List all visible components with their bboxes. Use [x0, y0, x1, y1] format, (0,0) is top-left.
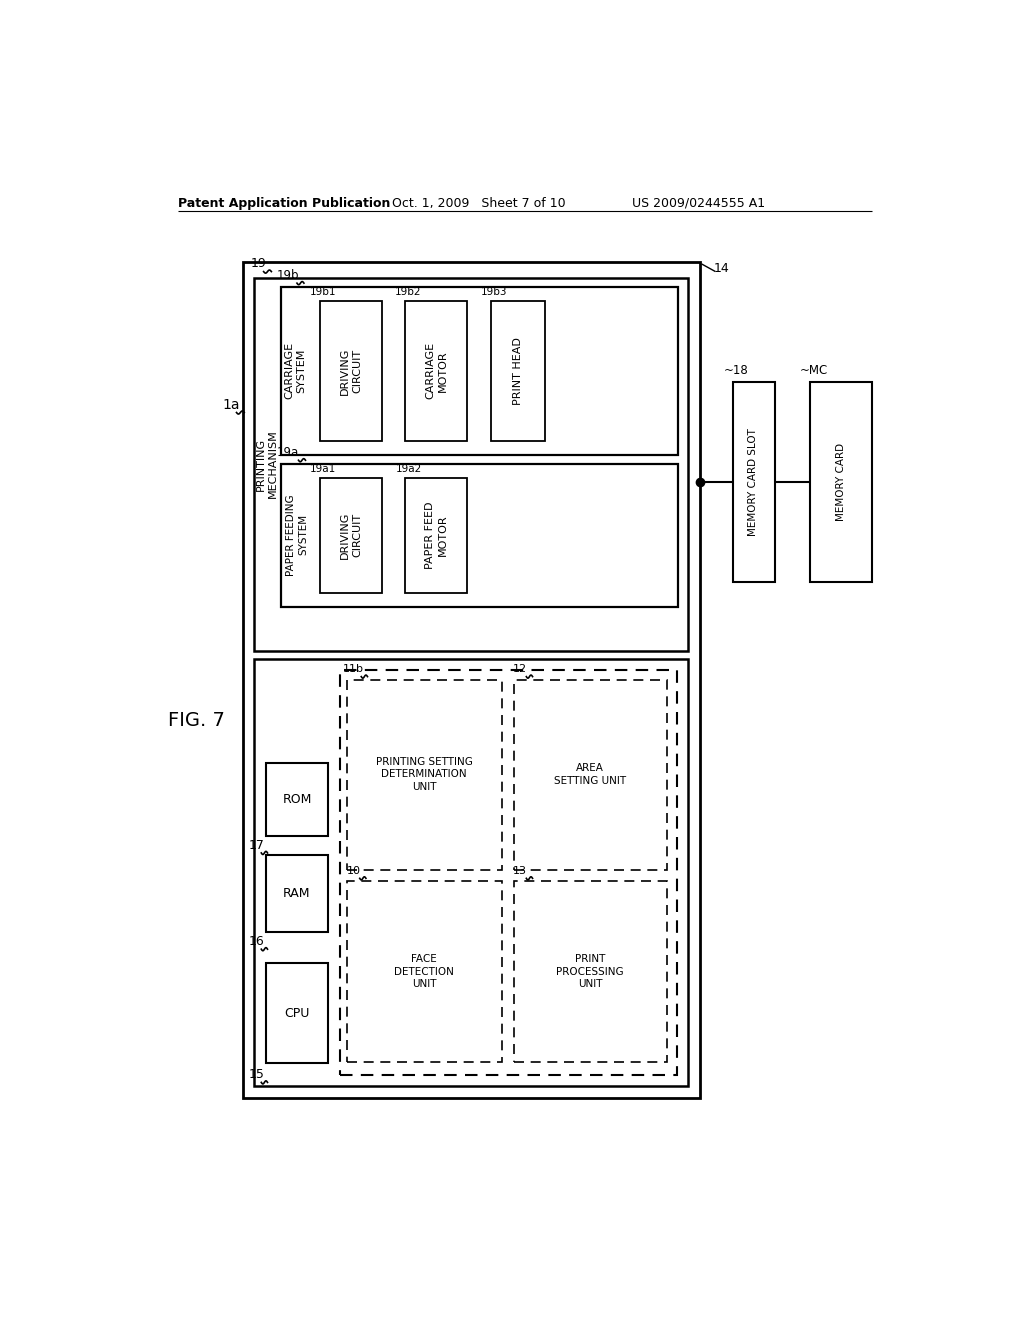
Text: 19b3: 19b3	[480, 286, 507, 297]
Text: Oct. 1, 2009   Sheet 7 of 10: Oct. 1, 2009 Sheet 7 of 10	[391, 197, 565, 210]
Bar	[282, 465, 678, 607]
Text: PAPER FEED
MOTOR: PAPER FEED MOTOR	[425, 502, 447, 569]
Text: DRIVING
CIRCUIT: DRIVING CIRCUIT	[340, 511, 362, 558]
Text: 19b2: 19b2	[395, 286, 422, 297]
Text: CARRIAGE
SYSTEM: CARRIAGE SYSTEM	[285, 342, 306, 400]
Text: 13: 13	[513, 866, 527, 875]
Text: 19a: 19a	[276, 446, 299, 459]
Text: 19: 19	[250, 257, 266, 271]
Text: 17: 17	[249, 838, 264, 851]
Text: DRIVING
CIRCUIT: DRIVING CIRCUIT	[340, 347, 362, 395]
Text: US 2009/0244555 A1: US 2009/0244555 A1	[632, 197, 765, 210]
Text: PRINT HEAD: PRINT HEAD	[513, 337, 523, 405]
Bar	[514, 680, 667, 870]
Bar	[406, 301, 467, 441]
Text: RAM: RAM	[284, 887, 310, 900]
Text: 15: 15	[249, 1068, 264, 1081]
Text: ~MC: ~MC	[800, 364, 828, 378]
Text: 16: 16	[249, 935, 264, 948]
Text: FIG. 7: FIG. 7	[168, 711, 224, 730]
Text: 14: 14	[714, 261, 729, 275]
Text: ~18: ~18	[724, 364, 749, 378]
Bar	[810, 381, 872, 582]
Text: CARRIAGE
MOTOR: CARRIAGE MOTOR	[425, 342, 447, 400]
Bar	[514, 882, 667, 1063]
Text: MEMORY CARD: MEMORY CARD	[836, 442, 846, 521]
Text: 1a: 1a	[222, 397, 240, 412]
Bar	[732, 381, 775, 582]
Text: PAPER FEEDING
SYSTEM: PAPER FEEDING SYSTEM	[286, 494, 308, 576]
Bar	[490, 301, 545, 441]
Text: ROM: ROM	[283, 792, 311, 805]
Text: PRINTING SETTING
DETERMINATION
UNIT: PRINTING SETTING DETERMINATION UNIT	[376, 756, 472, 792]
Bar	[254, 659, 688, 1086]
Bar	[266, 855, 328, 932]
Text: 19b: 19b	[276, 269, 299, 282]
Text: PRINTING
MECHANISM: PRINTING MECHANISM	[256, 430, 278, 499]
Bar	[321, 478, 382, 593]
Bar	[254, 277, 688, 651]
Text: 11b: 11b	[343, 664, 364, 675]
Bar	[321, 301, 382, 441]
Text: Patent Application Publication: Patent Application Publication	[178, 197, 391, 210]
Bar	[266, 763, 328, 836]
Bar	[340, 671, 677, 1074]
Text: CPU: CPU	[285, 1007, 309, 1019]
Text: 19a2: 19a2	[395, 463, 422, 474]
Bar	[282, 286, 678, 455]
Text: 12: 12	[513, 664, 527, 675]
Bar	[347, 680, 502, 870]
Bar	[266, 964, 328, 1063]
Bar	[243, 263, 700, 1098]
Text: 10: 10	[346, 866, 360, 875]
Text: 19b1: 19b1	[310, 286, 337, 297]
Text: MEMORY CARD SLOT: MEMORY CARD SLOT	[749, 428, 759, 536]
Text: 19a1: 19a1	[310, 463, 337, 474]
Text: AREA
SETTING UNIT: AREA SETTING UNIT	[554, 763, 626, 785]
Bar	[406, 478, 467, 593]
Text: FACE
DETECTION
UNIT: FACE DETECTION UNIT	[394, 954, 454, 989]
Text: PRINT
PROCESSING
UNIT: PRINT PROCESSING UNIT	[556, 954, 624, 989]
Bar	[347, 882, 502, 1063]
